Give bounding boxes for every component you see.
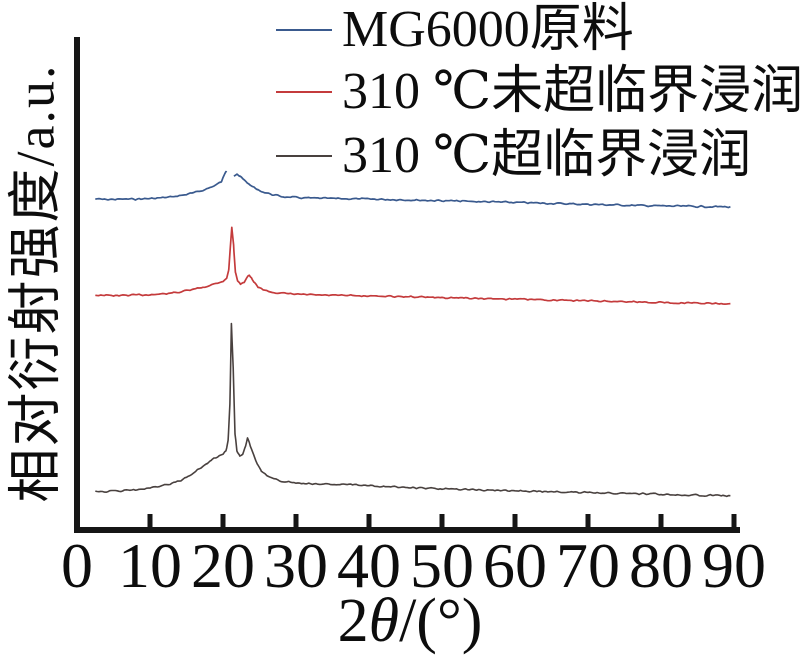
legend-label: 310 ℃超临界浸润 (342, 127, 752, 185)
legend-item-0: MG6000原料 (276, 0, 634, 60)
x-tick-mark (439, 514, 445, 527)
legend-line-swatch (276, 29, 332, 31)
legend-line-swatch (276, 155, 332, 157)
legend-label: MG6000原料 (342, 1, 634, 59)
x-tick-label: 40 (337, 530, 401, 601)
legend-label: 310 ℃未超临界浸润 (342, 63, 804, 121)
x-tick-label: 50 (410, 530, 474, 601)
x-tick-label: 20 (191, 530, 255, 601)
y-axis-line (74, 37, 80, 533)
x-tick-mark (731, 514, 737, 527)
x-tick-label: 10 (118, 530, 182, 601)
x-tick-label: 30 (264, 530, 328, 601)
series-curve-2 (95, 322, 731, 498)
x-axis-title-suffix: /(°) (399, 587, 483, 655)
x-tick-mark (658, 514, 664, 527)
x-tick-label: 80 (629, 530, 693, 601)
x-tick-mark (512, 514, 518, 527)
legend-line-swatch (276, 91, 332, 93)
x-axis-line (74, 527, 740, 533)
x-axis-title-theta: θ (368, 587, 400, 655)
x-axis-title: 2θ/(°) (338, 586, 483, 657)
x-tick-mark (366, 514, 372, 527)
y-axis-title: 相对衍射强度/a.u. (5, 63, 66, 503)
x-tick-mark (147, 514, 153, 527)
x-tick-mark (293, 514, 299, 527)
x-tick-label: 0 (61, 530, 93, 601)
x-tick-label: 70 (556, 530, 620, 601)
series-curve-1 (95, 226, 731, 305)
x-tick-mark (220, 514, 226, 527)
series-curve-0 (95, 170, 731, 209)
legend-item-2: 310 ℃超临界浸润 (276, 126, 751, 186)
x-tick-mark (585, 514, 591, 527)
x-tick-label: 90 (702, 530, 766, 601)
x-tick-label: 60 (483, 530, 547, 601)
x-axis-title-prefix: 2 (337, 587, 369, 655)
legend-item-1: 310 ℃未超临界浸润 (276, 62, 803, 122)
